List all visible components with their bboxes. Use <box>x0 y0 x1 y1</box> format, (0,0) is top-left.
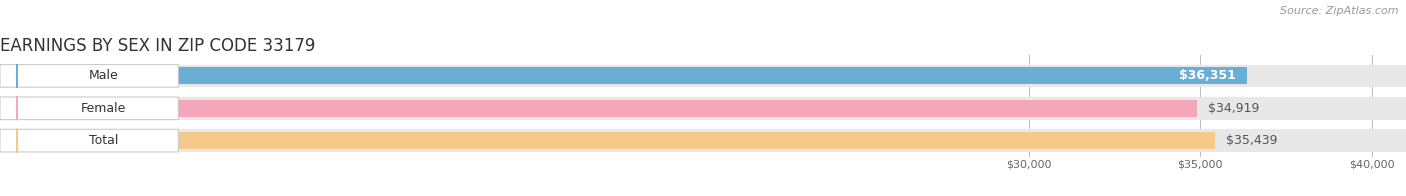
FancyBboxPatch shape <box>0 129 179 152</box>
Bar <box>0 100 1198 117</box>
Text: Male: Male <box>89 69 118 82</box>
Text: $36,351: $36,351 <box>1180 69 1236 82</box>
Text: Female: Female <box>80 102 127 115</box>
Text: EARNINGS BY SEX IN ZIP CODE 33179: EARNINGS BY SEX IN ZIP CODE 33179 <box>0 37 315 55</box>
Text: Total: Total <box>89 134 118 147</box>
Text: $34,919: $34,919 <box>1208 102 1260 115</box>
Bar <box>0 132 1215 149</box>
Bar <box>0 65 1406 87</box>
Bar <box>0 129 1406 152</box>
Text: $35,439: $35,439 <box>1226 134 1277 147</box>
Bar <box>0 97 1406 120</box>
Text: Source: ZipAtlas.com: Source: ZipAtlas.com <box>1281 6 1399 16</box>
FancyBboxPatch shape <box>0 97 179 120</box>
Bar <box>0 67 1247 84</box>
FancyBboxPatch shape <box>0 65 179 87</box>
